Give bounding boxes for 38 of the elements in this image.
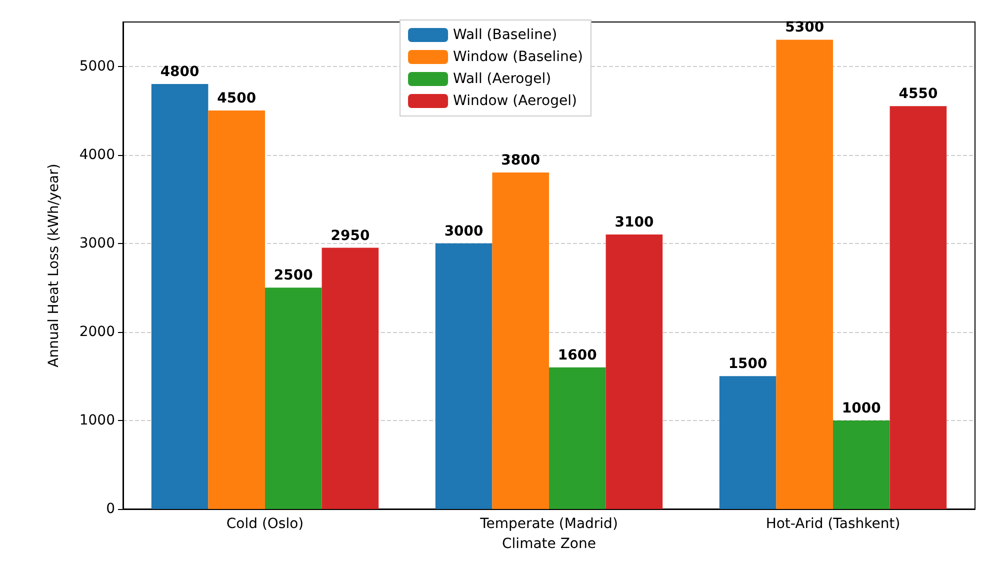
bar bbox=[492, 172, 549, 509]
x-axis-title: Climate Zone bbox=[502, 536, 596, 552]
bar bbox=[151, 84, 208, 509]
data-label: 1600 bbox=[558, 347, 598, 364]
data-label: 4550 bbox=[898, 86, 938, 102]
bar bbox=[208, 110, 265, 509]
data-label: 1000 bbox=[842, 400, 882, 416]
x-tick-label: Hot-Arid (Tashkent) bbox=[766, 516, 900, 532]
bar bbox=[435, 243, 492, 509]
y-tick-label: 4000 bbox=[79, 146, 115, 163]
bar bbox=[719, 376, 776, 509]
y-axis-title: Annual Heat Loss (kWh/year) bbox=[46, 164, 62, 368]
x-tick-label: Temperate (Madrid) bbox=[479, 516, 618, 532]
bar bbox=[265, 288, 322, 509]
data-label: 4500 bbox=[217, 90, 256, 107]
y-tick-label: 3000 bbox=[79, 235, 115, 252]
bar bbox=[890, 106, 947, 509]
data-label: 3800 bbox=[501, 152, 540, 169]
y-tick-label: 0 bbox=[106, 501, 115, 517]
y-tick-label: 5000 bbox=[79, 58, 115, 74]
data-label: 2500 bbox=[274, 268, 314, 284]
bar bbox=[322, 248, 379, 509]
data-label: 2950 bbox=[330, 228, 370, 244]
data-label: 3100 bbox=[614, 214, 654, 231]
y-tick-label: 2000 bbox=[79, 324, 115, 340]
data-label: 1500 bbox=[728, 356, 768, 372]
data-label: 3000 bbox=[444, 223, 484, 240]
legend-label: Wall (Baseline) bbox=[453, 27, 558, 43]
data-label: 4800 bbox=[160, 64, 200, 80]
legend-label: Window (Aerogel) bbox=[453, 93, 577, 109]
bar bbox=[833, 420, 890, 509]
bar bbox=[606, 234, 663, 509]
legend-label: Window (Baseline) bbox=[453, 49, 583, 65]
x-tick-label: Cold (Oslo) bbox=[226, 516, 304, 532]
legend-label: Wall (Aerogel) bbox=[453, 71, 552, 87]
y-tick-label: 1000 bbox=[79, 412, 115, 428]
bar bbox=[549, 367, 606, 509]
bar bbox=[776, 40, 833, 509]
